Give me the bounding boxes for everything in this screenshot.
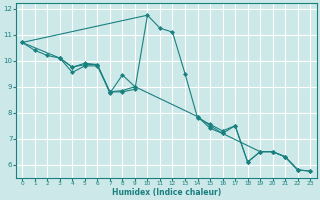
X-axis label: Humidex (Indice chaleur): Humidex (Indice chaleur) — [112, 188, 221, 197]
